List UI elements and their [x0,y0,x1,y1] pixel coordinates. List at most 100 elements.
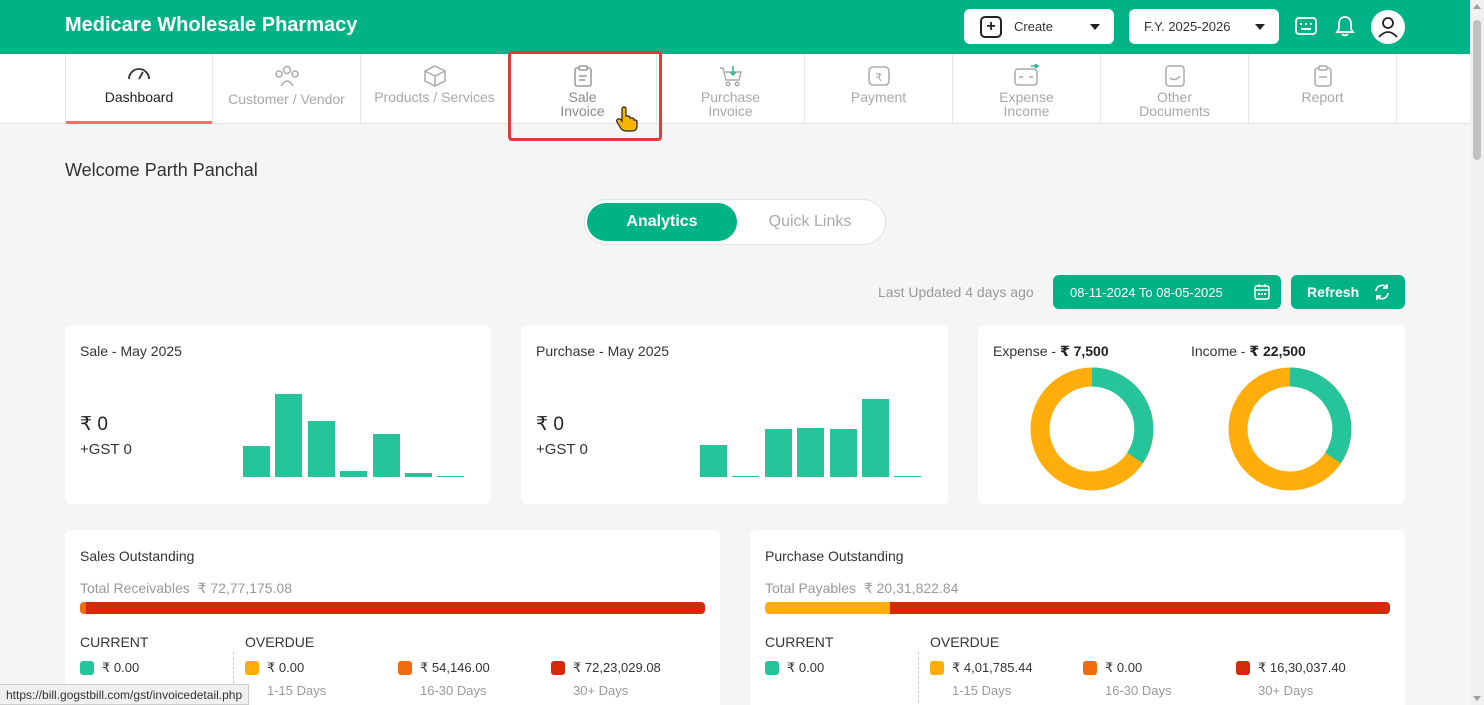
scroll-up-icon[interactable] [1473,4,1481,9]
total-receivables: Total Receivables ₹ 72,77,175.08 [80,580,292,597]
financial-year-label: F.Y. 2025-2026 [1144,19,1231,34]
overdue-heading: OVERDUE [245,634,315,650]
refresh-button[interactable]: Refresh [1291,275,1405,309]
calendar-icon [1253,283,1271,304]
box-icon [361,64,508,88]
overdue-30plus-legend: ₹ 16,30,037.40 [1236,660,1346,676]
sale-amount: ₹ 0 [80,414,108,435]
payables-1-15-segment [765,602,890,614]
nav-customer-vendor[interactable]: Customer / Vendor [213,54,361,123]
scroll-down-icon[interactable] [1473,696,1481,701]
nav-purchase-invoice[interactable]: Purchase Invoice [657,54,805,123]
overdue-1-15-value: ₹ 0.00 [267,660,305,675]
sale-bar [405,473,432,477]
overdue-16-30-legend: ₹ 54,146.00 [398,660,490,676]
legend-swatch [765,661,779,675]
overdue-30plus-range: 30+ Days [573,683,629,698]
expense-income-card: Expense - ₹ 7,500 Income - ₹ 22,500 [978,325,1405,504]
overdue-1-15-range: 1-15 Days [267,683,327,698]
overdue-16-30-legend: ₹ 0.00 [1083,660,1142,676]
legend-swatch [1083,661,1097,675]
nav-label: Purchase Invoice [700,89,761,119]
nav-sale-invoice[interactable]: Sale Invoice [509,54,657,123]
last-updated-text: Last Updated 4 days ago [878,284,1034,300]
expense-value: ₹ 7,500 [1059,343,1109,359]
expense-donut-green [1091,367,1154,464]
purchase-bar [829,429,857,477]
receivables-16-30-segment [80,602,87,614]
overdue-16-30-value: ₹ 0.00 [1105,660,1143,675]
current-heading: CURRENT [80,634,149,650]
purchase-card-title: Purchase - May 2025 [536,343,670,359]
nav-label: Other Documents [1139,89,1210,119]
divider [233,652,234,705]
nav-label: Products / Services [374,89,495,105]
bell-icon[interactable] [1331,12,1359,40]
income-label: Income - ₹ 22,500 [1191,343,1306,360]
tab-quick-links[interactable]: Quick Links [768,213,852,230]
payables-30plus-segment [890,602,1390,614]
sale-bar [275,394,303,477]
svg-text:₹: ₹ [875,71,882,84]
sale-card: Sale - May 2025 ₹ 0 +GST 0 [65,325,491,504]
legend-swatch [1236,661,1250,675]
scroll-thumb[interactable] [1473,20,1481,160]
nav-products-services[interactable]: Products / Services [361,54,509,123]
main-nav: Dashboard Customer / Vendor Products / S… [0,54,1470,124]
overdue-30plus-legend: ₹ 72,23,029.08 [551,660,661,676]
status-bar-url: https://bill.gogstbill.com/gst/invoicede… [0,684,250,705]
vertical-scrollbar[interactable] [1470,0,1484,705]
create-button[interactable]: + Create [964,9,1114,44]
purchase-amount: ₹ 0 [536,414,564,435]
total-receivables-label: Total Receivables [80,580,190,596]
legend-swatch [398,661,412,675]
expense-donut [1030,367,1154,491]
purchase-bar [700,444,727,477]
total-payables-label: Total Payables [765,580,857,596]
user-avatar[interactable] [1371,10,1405,44]
sale-bar [437,476,465,477]
caret-down-icon [1255,24,1265,30]
nav-dashboard[interactable]: Dashboard [65,54,213,124]
overdue-30plus-value: ₹ 72,23,029.08 [573,660,661,675]
nav-label: Sale Invoice [560,89,605,119]
nav-label: Dashboard [104,89,174,105]
top-header: Medicare Wholesale Pharmacy + Create F.Y… [0,0,1470,54]
refresh-icon [1373,283,1391,304]
date-range-label: 08-11-2024 To 08-05-2025 [1070,284,1223,300]
purchase-bar [732,476,760,477]
tab-analytics[interactable]: Analytics [587,203,737,241]
nav-label: Customer / Vendor [228,91,345,107]
nav-expense-income[interactable]: Expense Income [953,54,1101,123]
app-title: Medicare Wholesale Pharmacy [65,14,358,36]
financial-year-select[interactable]: F.Y. 2025-2026 [1129,9,1279,44]
total-payables: Total Payables ₹ 20,31,822.84 [765,580,958,597]
payables-bar [765,602,1390,614]
create-label: Create [1014,19,1054,34]
document-icon [1101,64,1248,88]
overdue-30plus-value: ₹ 16,30,037.40 [1258,660,1346,675]
keyboard-icon[interactable] [1292,12,1320,40]
current-legend: ₹ 0.00 [765,660,824,676]
date-range-picker[interactable]: 08-11-2024 To 08-05-2025 [1053,275,1281,309]
caret-down-icon [1090,24,1100,30]
sales-outstanding-title: Sales Outstanding [80,548,195,564]
sale-bar [243,445,270,477]
legend-swatch [551,661,565,675]
nav-label: Report [1301,89,1344,105]
legend-swatch [930,661,944,675]
purchase-outstanding-title: Purchase Outstanding [765,548,904,564]
nav-payment[interactable]: ₹ Payment [805,54,953,123]
legend-swatch [245,661,259,675]
sale-gst: +GST 0 [80,441,132,458]
sales-outstanding-card: Sales Outstanding Total Receivables ₹ 72… [65,530,720,705]
overdue-16-30-range: 16-30 Days [1105,683,1172,698]
hand-cursor-icon [616,106,638,137]
receivables-bar [80,602,705,614]
plus-icon: + [980,15,1002,38]
nav-report[interactable]: Report [1249,54,1397,123]
nav-other-documents[interactable]: Other Documents [1101,54,1249,123]
sale-bar [372,433,400,477]
welcome-text: Welcome Parth Panchal [65,160,258,180]
view-toggle: Analytics Quick Links [584,199,886,245]
